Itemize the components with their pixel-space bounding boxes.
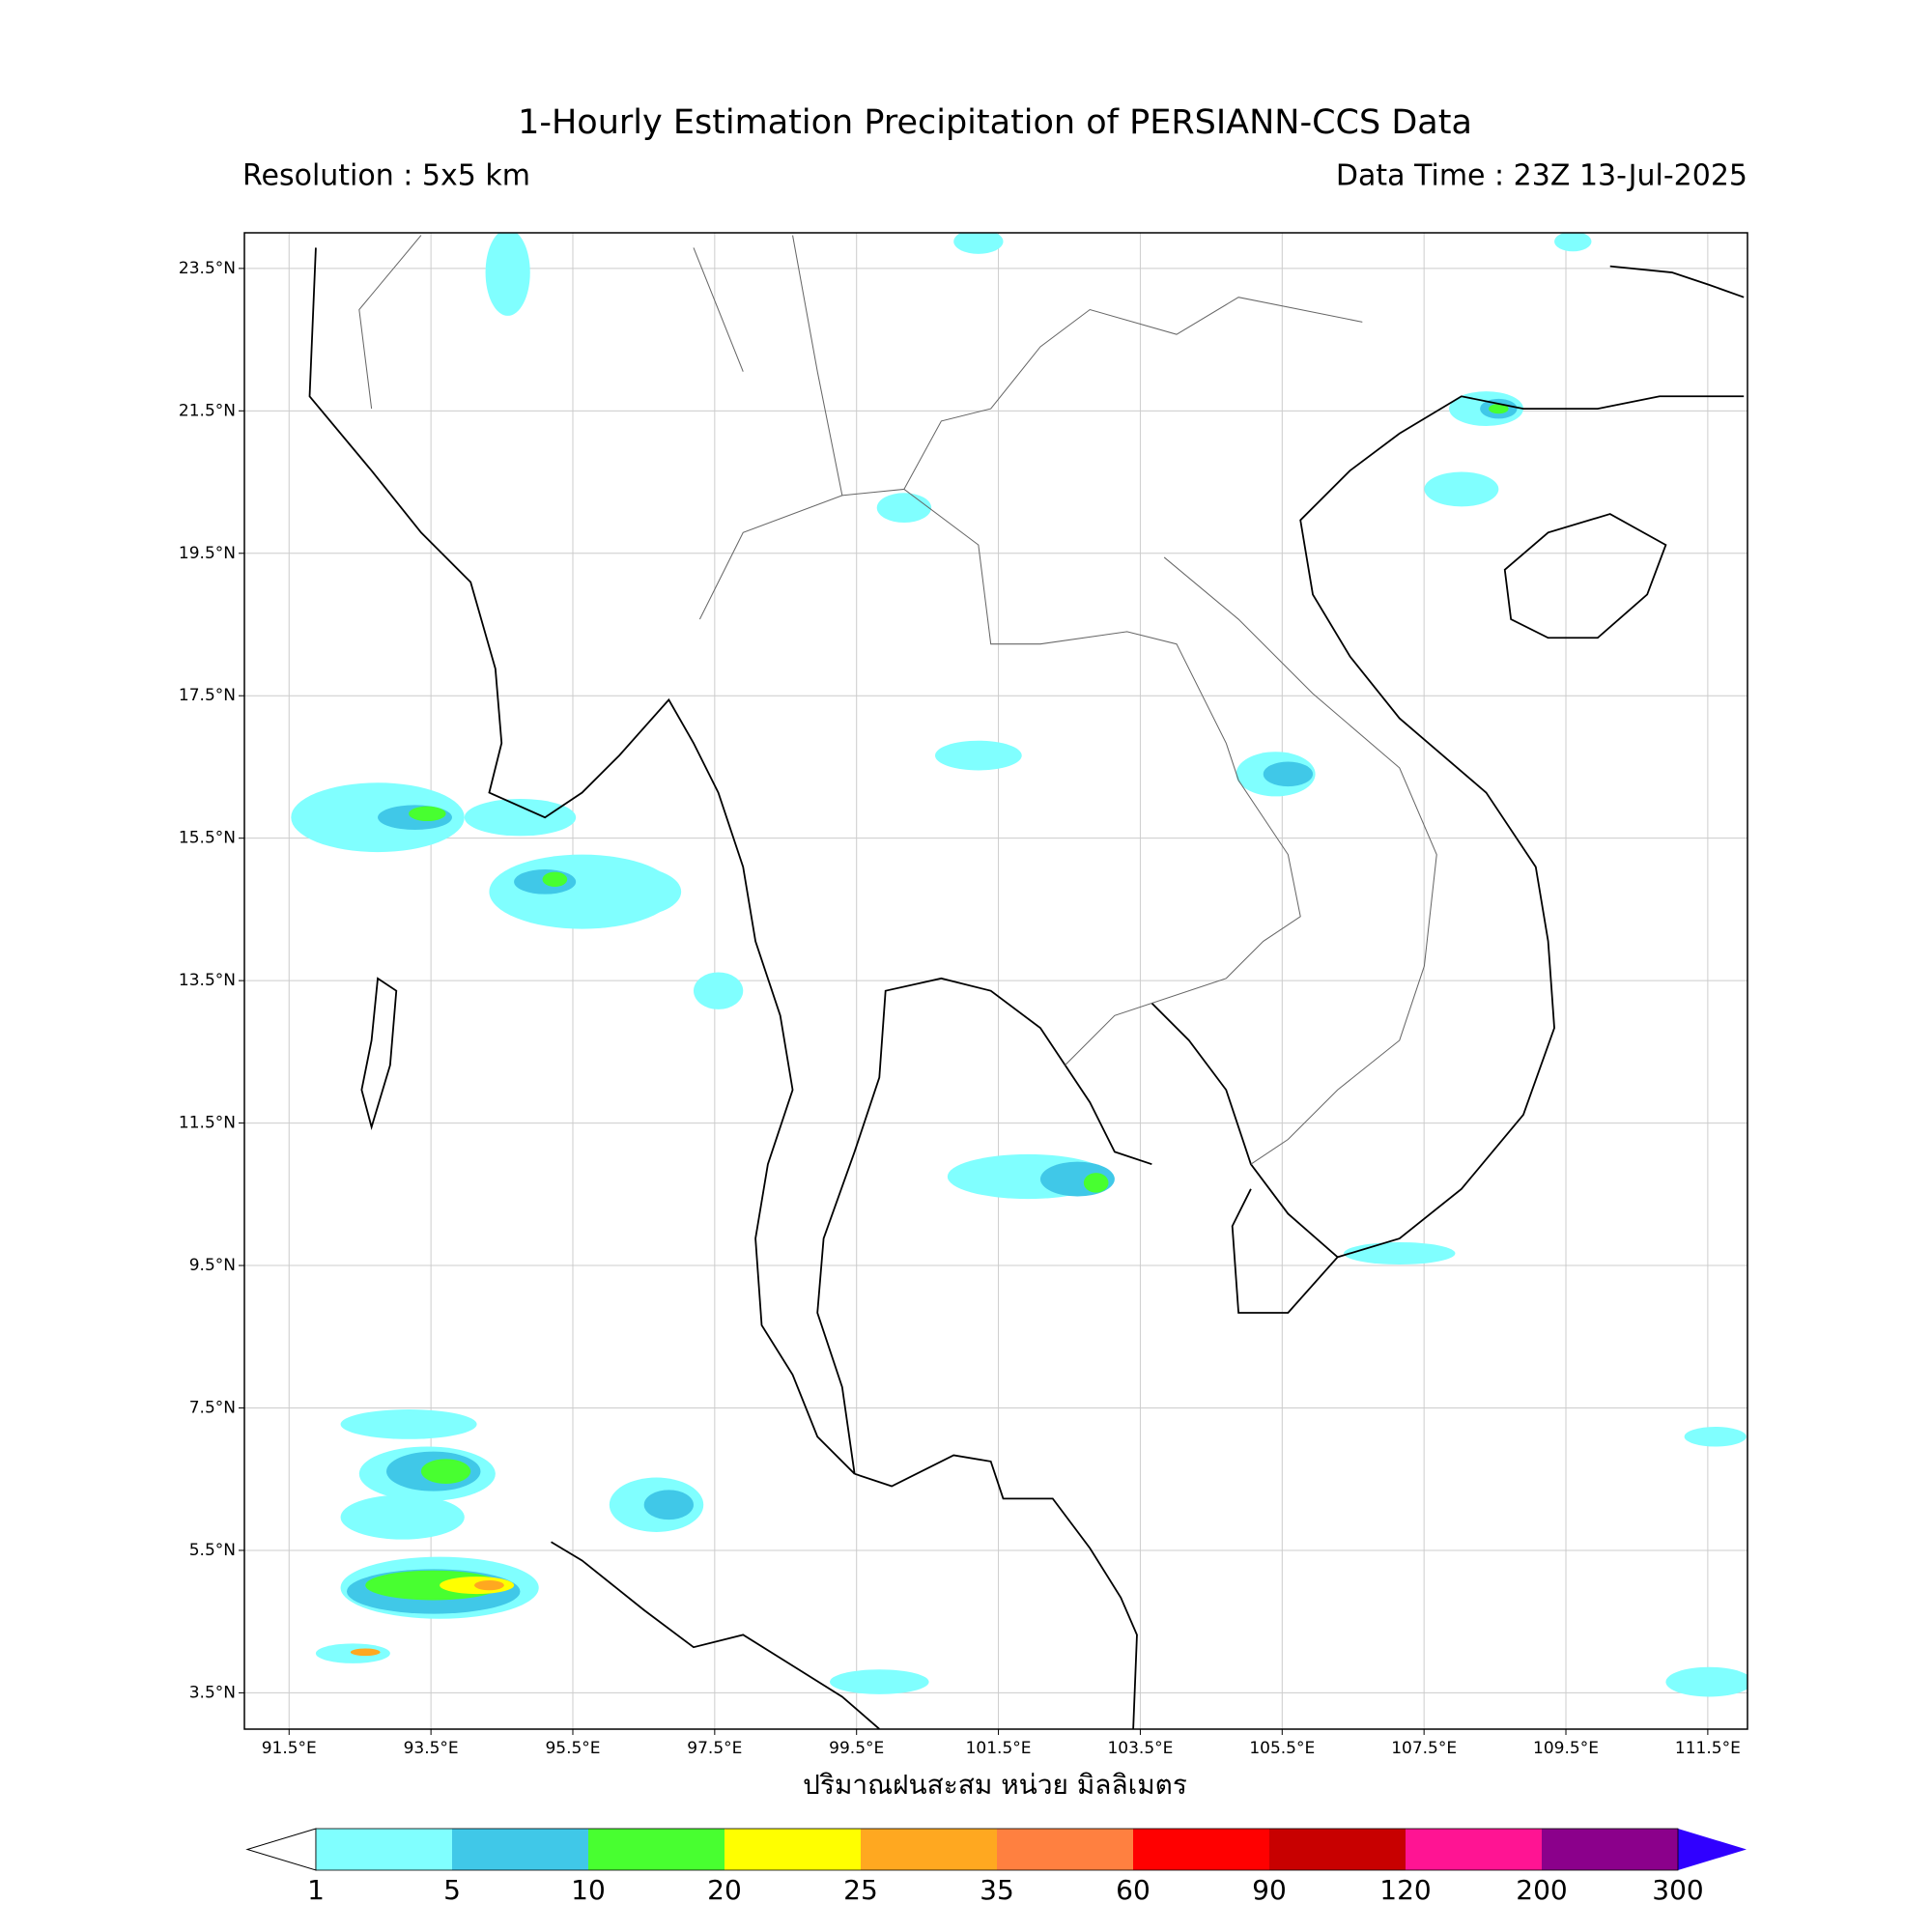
y-tick-label: 19.5°N: [179, 544, 236, 563]
colorbar-outline: [315, 1828, 1679, 1871]
borders: [358, 235, 1437, 1165]
colorbar-label: 20: [707, 1874, 742, 1906]
colorbar-label: 300: [1652, 1874, 1703, 1906]
title: 1-Hourly Estimation Precipitation of PER…: [518, 103, 1472, 142]
x-tick-label: 101.5°E: [966, 1739, 1032, 1758]
colorbar-segment: [1133, 1829, 1269, 1870]
x-label: ปริมาณฝนสะสม หน่วย มิลลิเมตร: [803, 1769, 1187, 1801]
colorbar-segment: [588, 1829, 724, 1870]
colorbar-label: 60: [1116, 1874, 1151, 1906]
colorbar-segment: [452, 1829, 588, 1870]
y-tick-label: 23.5°N: [179, 259, 236, 278]
colorbar-label: 35: [980, 1874, 1014, 1906]
coastlines: [308, 247, 1745, 1729]
colorbar-label: 90: [1252, 1874, 1287, 1906]
y-tick-label: 11.5°N: [179, 1114, 236, 1133]
y-tick-label: 17.5°N: [179, 686, 236, 705]
y-tick-label: 15.5°N: [179, 829, 236, 848]
y-tick-label: 13.5°N: [179, 971, 236, 990]
x-tick-label: 99.5°E: [829, 1739, 884, 1758]
x-tick-label: 103.5°E: [1107, 1739, 1173, 1758]
colorbar-label: 5: [443, 1874, 461, 1906]
colorbar-segment: [1542, 1829, 1678, 1870]
colorbar-segment: [1269, 1829, 1406, 1870]
colorbar-segment: [997, 1829, 1133, 1870]
y-tick-label: 7.5°N: [189, 1398, 236, 1417]
colorbar: 1 5 10 20 25 35 60 90 120 200 300: [245, 1828, 1747, 1906]
x-tick-label: 97.5°E: [687, 1739, 742, 1758]
colorbar-label: 200: [1516, 1874, 1567, 1906]
colorbar-segment: [724, 1829, 861, 1870]
colorbar-segment: [861, 1829, 997, 1870]
colorbar-label: 10: [571, 1874, 606, 1906]
axes: 91.5°E 93.5°E 95.5°E 97.5°E 99.5°E 101.5°E 103…: [179, 259, 1741, 1758]
x-tick-label: 95.5°E: [545, 1739, 600, 1758]
precipitation: [291, 233, 1747, 1697]
map-content: [291, 233, 1747, 1729]
colorbar-label: 120: [1379, 1874, 1431, 1906]
colorbar-label: 1: [307, 1874, 325, 1906]
colorbar-under: [245, 1828, 317, 1871]
x-tick-label: 107.5°E: [1391, 1739, 1457, 1758]
y-tick-label: 21.5°N: [179, 401, 236, 420]
x-tick-label: 93.5°E: [404, 1739, 459, 1758]
grid: [244, 233, 1747, 1729]
data-time: Data Time : 23Z 13-Jul-2025: [1336, 159, 1747, 193]
x-tick-label: 109.5°E: [1533, 1739, 1599, 1758]
y-tick-label: 5.5°N: [189, 1541, 236, 1560]
x-tick-label: 105.5°E: [1249, 1739, 1315, 1758]
x-tick-label: 91.5°E: [262, 1739, 317, 1758]
resolution: Resolution : 5x5 km: [242, 159, 530, 193]
colorbar-over: [1678, 1829, 1747, 1870]
colorbar-segment: [316, 1829, 452, 1870]
colorbar-segment: [1406, 1829, 1542, 1870]
colorbar-label: 25: [843, 1874, 878, 1906]
x-tick-label: 111.5°E: [1675, 1739, 1741, 1758]
y-tick-label: 3.5°N: [189, 1683, 236, 1702]
y-tick-label: 9.5°N: [189, 1256, 236, 1275]
